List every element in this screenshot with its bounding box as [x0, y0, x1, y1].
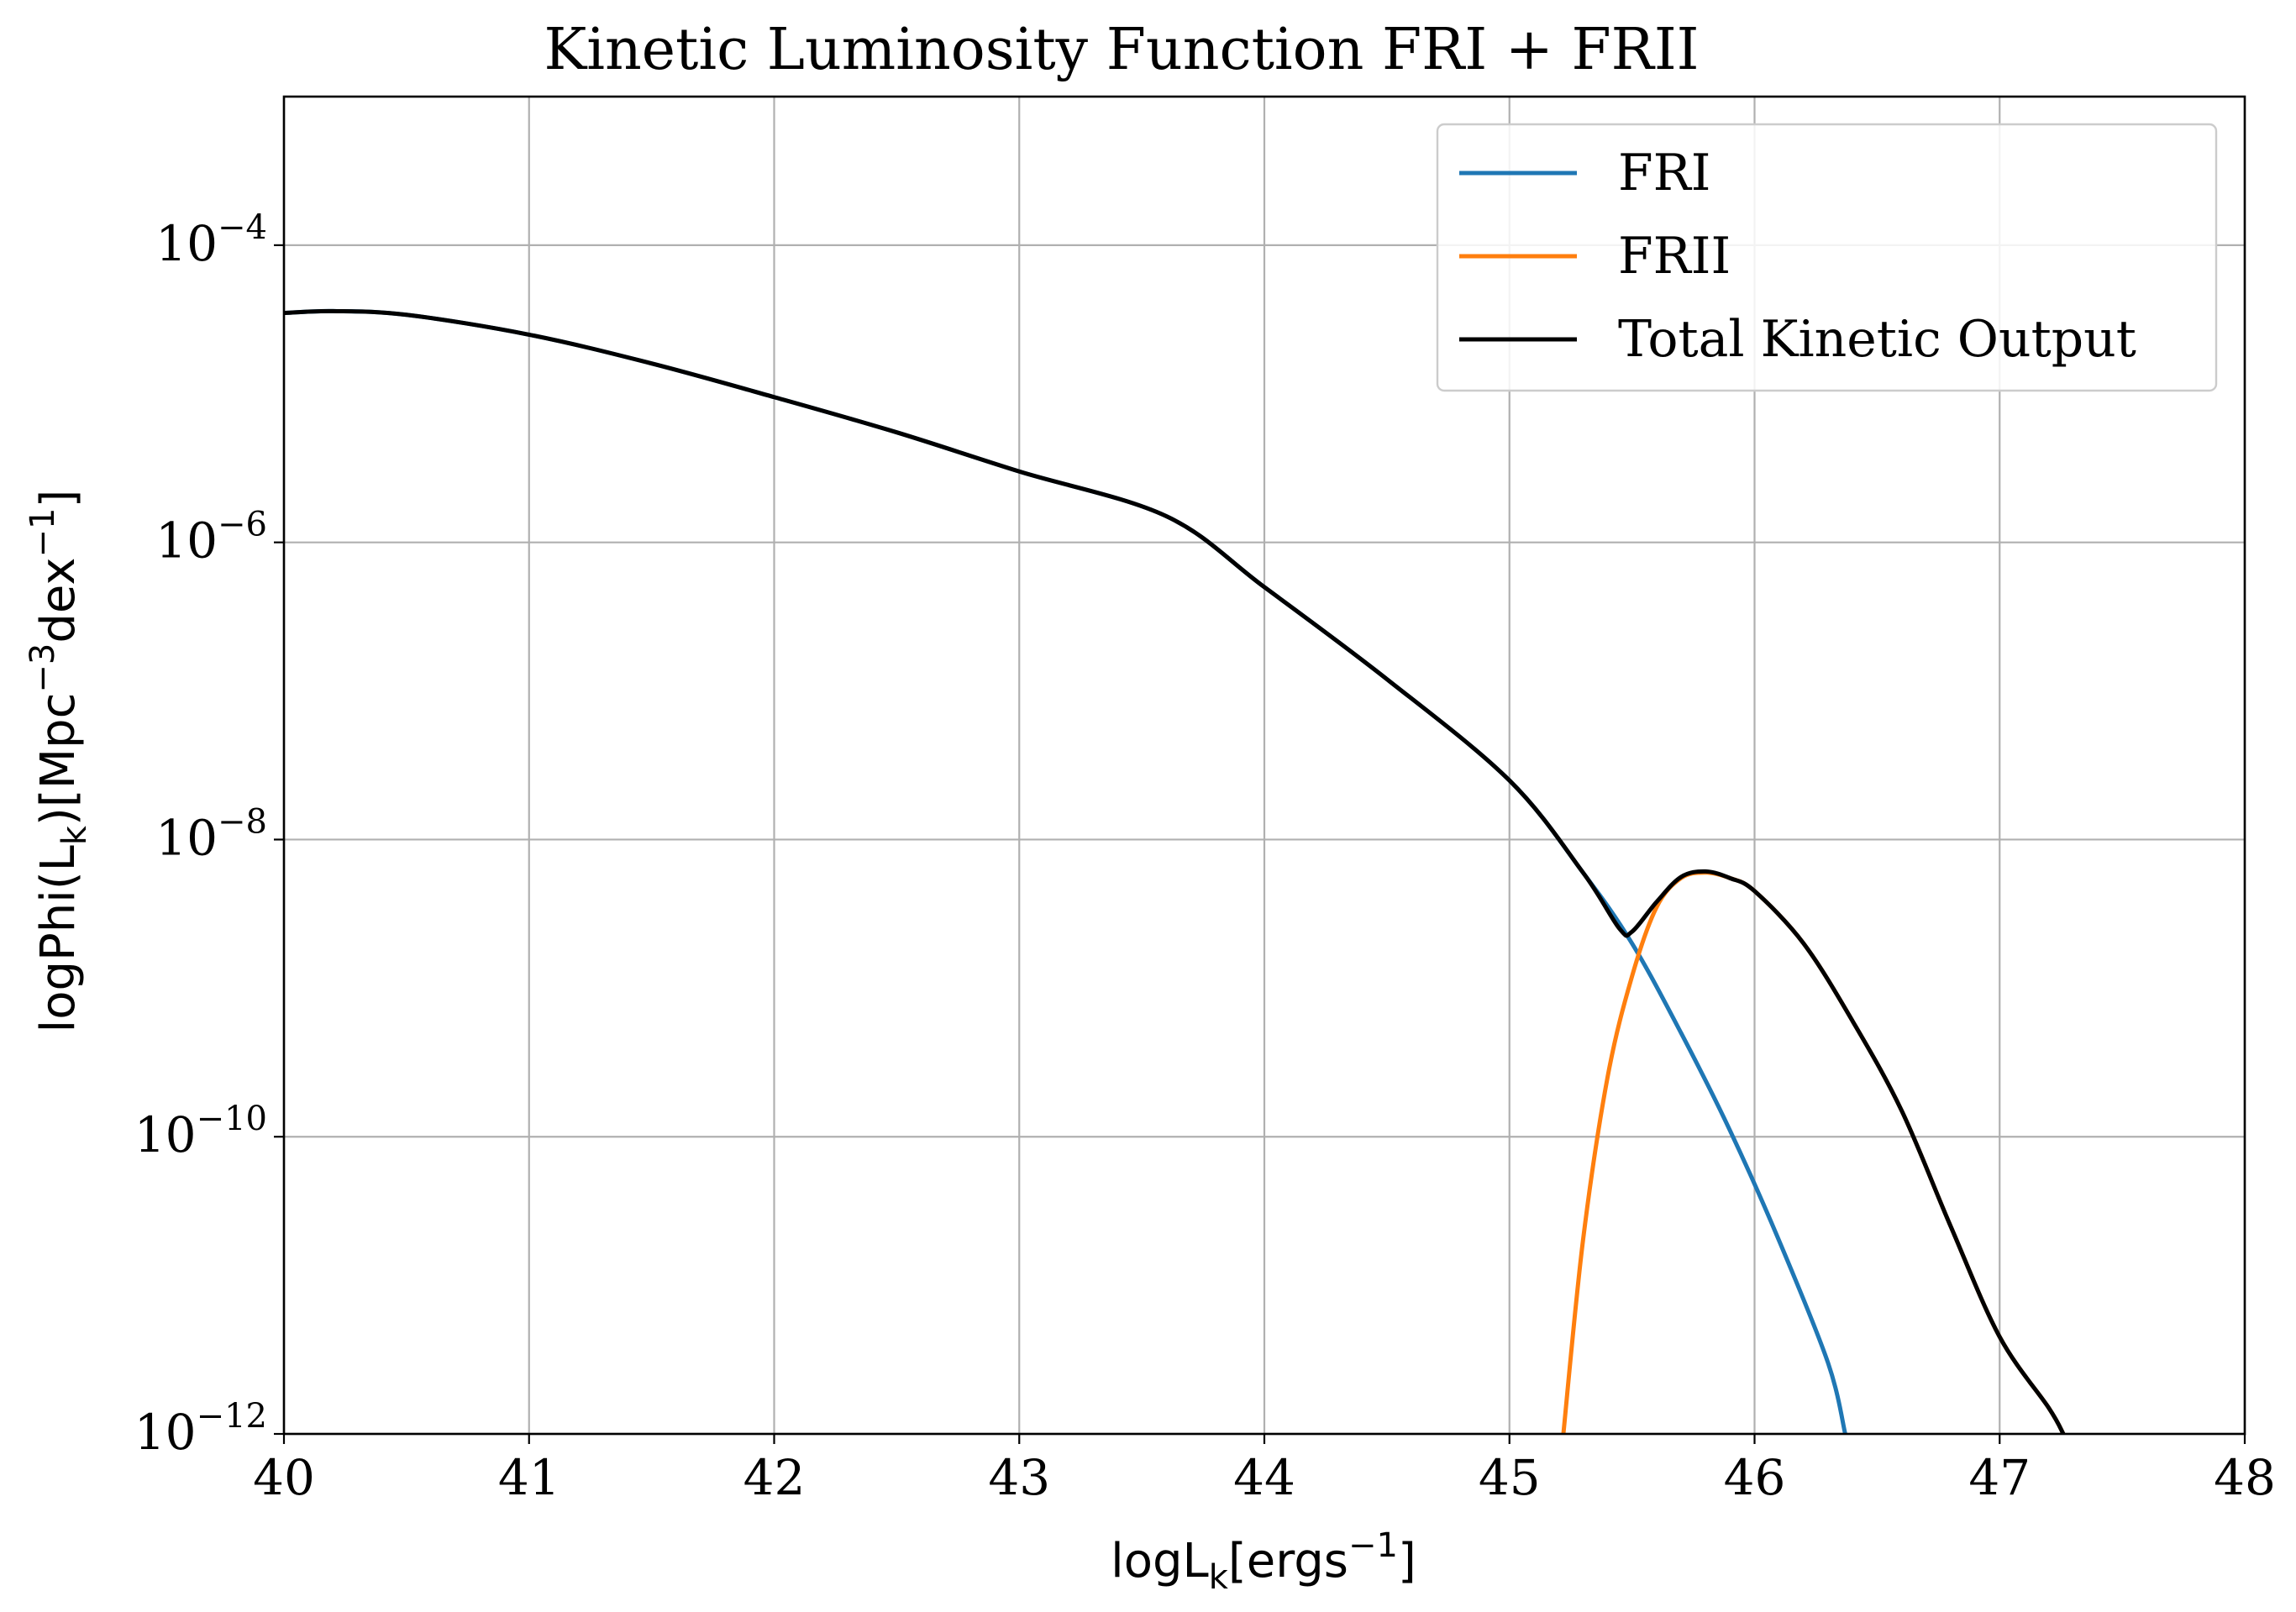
x-tick-label: 46 [1724, 1449, 1786, 1506]
y-tick-label: 10−12 [134, 1397, 267, 1461]
legend-label: FRII [1618, 227, 1731, 286]
x-tick-label: 44 [1233, 1449, 1295, 1506]
y-tick-label: 10−6 [155, 506, 267, 570]
series-line-3 [284, 308, 2066, 1434]
x-tick-label: 42 [743, 1449, 806, 1506]
axis-ticks: 40 41 42 43 44 45 46 47 48 10−4 10−6 10−8 10−10 10−12 [134, 208, 2276, 1506]
y-tick-label: 10−8 [155, 802, 267, 866]
x-tick-label: 45 [1479, 1449, 1541, 1506]
legend: FRI FRII Total Kinetic Output [1436, 123, 2218, 392]
legend-label: Total Kinetic Output [1618, 310, 2136, 369]
y-tick-label: 10−10 [134, 1100, 267, 1163]
y-tick-label: 10−4 [155, 208, 267, 272]
x-tick-label: 47 [1968, 1449, 2031, 1506]
x-axis-label: logLk[ergs−1] [1111, 1526, 1416, 1597]
legend-box [1436, 123, 2218, 392]
y-axis-label: logPhi(Lk)[Mpc−3dex−1] [24, 490, 94, 1033]
x-tick-label: 40 [253, 1449, 315, 1506]
x-tick-label: 41 [498, 1449, 560, 1506]
chart-title: Kinetic Luminosity Function FRI + FRII [544, 17, 1699, 83]
plot-series [284, 308, 2066, 1434]
legend-label: FRI [1618, 144, 1711, 202]
x-tick-label: 48 [2214, 1449, 2276, 1506]
x-tick-label: 43 [988, 1449, 1050, 1506]
